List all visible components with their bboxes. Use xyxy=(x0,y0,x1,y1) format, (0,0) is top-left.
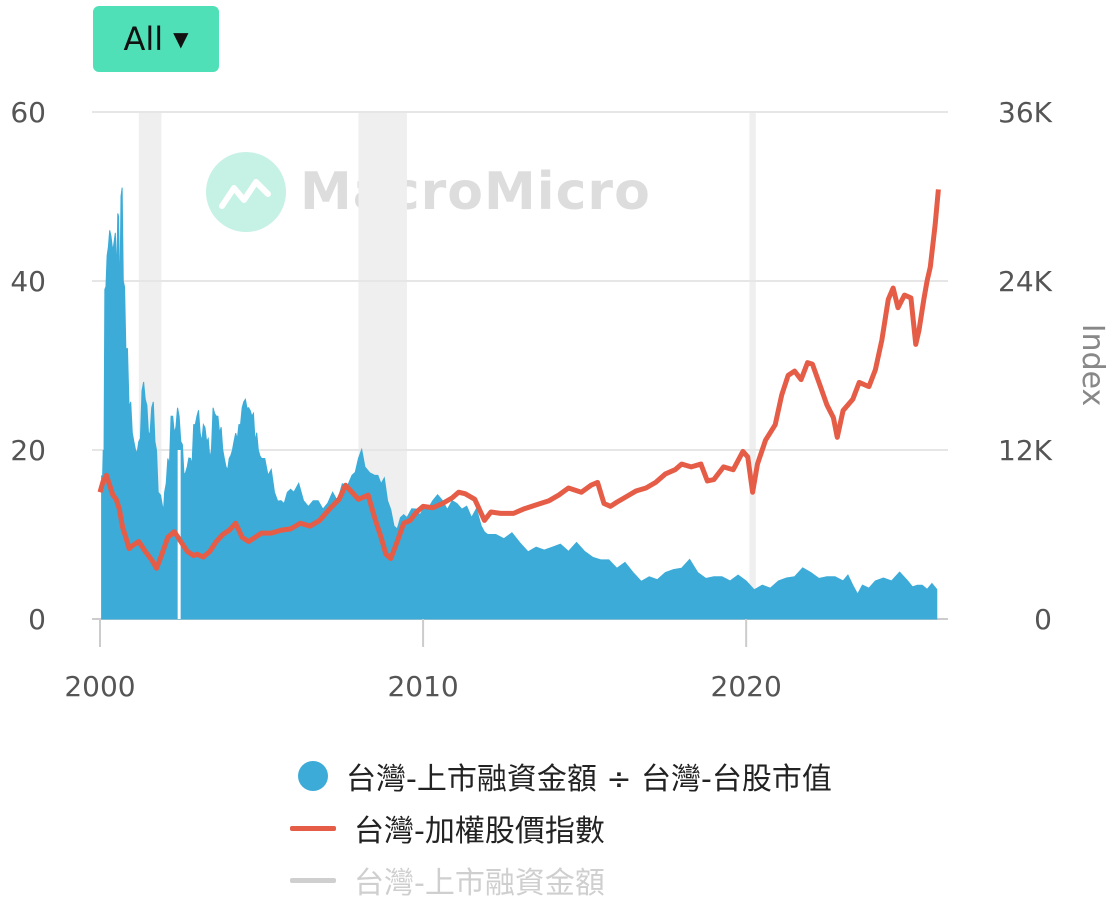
y-right-tick-label: 36K xyxy=(998,96,1053,129)
y-right-tick-label: 0 xyxy=(1034,603,1052,636)
legend-line-icon xyxy=(290,877,336,883)
y-left-tick-label: 20 xyxy=(10,434,46,467)
y-right-axis-title: Index xyxy=(1075,324,1110,407)
range-selector-button[interactable]: All ▼ xyxy=(93,6,219,72)
legend-label: 台灣-上市融資金額 ÷ 台灣-台股市值 xyxy=(346,762,832,797)
watermark: MacroMicro xyxy=(206,152,651,232)
margin-ratio-area xyxy=(101,187,938,620)
legend-item-margin-amount[interactable]: 台灣-上市融資金額 xyxy=(290,854,832,906)
watermark-text: MacroMicro xyxy=(300,162,651,222)
y-left-tick-label: 0 xyxy=(28,603,46,636)
chart-legend: 台灣-上市融資金額 ÷ 台灣-台股市值 台灣-加權股價指數 台灣-上市融資金額 xyxy=(290,750,832,906)
legend-item-margin-ratio[interactable]: 台灣-上市融資金額 ÷ 台灣-台股市值 xyxy=(290,750,832,802)
taiex-line xyxy=(97,189,941,571)
legend-item-taiex[interactable]: 台灣-加權股價指數 xyxy=(290,802,832,854)
recession-band xyxy=(749,112,756,619)
chart-line-icon xyxy=(206,152,286,232)
x-tick-label: 2010 xyxy=(387,670,458,703)
y-right-tick-label: 24K xyxy=(998,265,1053,298)
y-left-tick-label: 60 xyxy=(10,96,46,129)
legend-dot-icon xyxy=(298,761,328,791)
legend-label: 台灣-上市融資金額 xyxy=(354,866,605,901)
y-left-tick-label: 40 xyxy=(10,265,46,298)
legend-label: 台灣-加權股價指數 xyxy=(354,814,605,849)
legend-line-icon xyxy=(290,825,336,831)
range-selector-label: All xyxy=(123,20,164,58)
x-tick-label: 2000 xyxy=(64,670,135,703)
chevron-down-icon: ▼ xyxy=(173,27,189,51)
chart-canvas: 0 0 20 12K 40 24K 60 36K 2000 2010 2020 Index xyxy=(10,96,1110,703)
x-tick-label: 2020 xyxy=(711,670,782,703)
y-right-tick-label: 12K xyxy=(998,434,1053,467)
